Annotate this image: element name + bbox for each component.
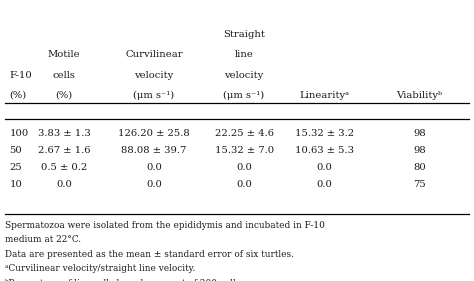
Text: 98: 98 <box>413 129 426 138</box>
Text: 88.08 ± 39.7: 88.08 ± 39.7 <box>121 146 187 155</box>
Text: Curvilinear: Curvilinear <box>125 50 183 59</box>
Text: 10: 10 <box>9 180 22 189</box>
Text: 15.32 ± 7.0: 15.32 ± 7.0 <box>215 146 273 155</box>
Text: 0.0: 0.0 <box>146 180 162 189</box>
Text: line: line <box>235 50 254 59</box>
Text: (μm s⁻¹): (μm s⁻¹) <box>223 91 265 100</box>
Text: ᵇPercentage of live cells based on count of 200 cells.: ᵇPercentage of live cells based on count… <box>5 279 243 281</box>
Text: 2.67 ± 1.6: 2.67 ± 1.6 <box>38 146 90 155</box>
Text: F-10: F-10 <box>9 71 32 80</box>
Text: Spermatozoa were isolated from the epididymis and incubated in F-10: Spermatozoa were isolated from the epidi… <box>5 221 325 230</box>
Text: velocity: velocity <box>135 71 173 80</box>
Text: 0.0: 0.0 <box>146 163 162 172</box>
Text: Linearityᵃ: Linearityᵃ <box>300 91 350 100</box>
Text: Straight: Straight <box>223 30 265 39</box>
Text: 0.5 ± 0.2: 0.5 ± 0.2 <box>41 163 87 172</box>
Text: Data are presented as the mean ± standard error of six turtles.: Data are presented as the mean ± standar… <box>5 250 294 259</box>
Text: (μm s⁻¹): (μm s⁻¹) <box>133 91 175 100</box>
Text: (%): (%) <box>9 91 27 100</box>
Text: 0.0: 0.0 <box>317 163 333 172</box>
Text: 100: 100 <box>9 129 29 138</box>
Text: Motile: Motile <box>48 50 80 59</box>
Text: 3.83 ± 1.3: 3.83 ± 1.3 <box>37 129 91 138</box>
Text: 0.0: 0.0 <box>236 163 252 172</box>
Text: 0.0: 0.0 <box>317 180 333 189</box>
Text: 75: 75 <box>413 180 426 189</box>
Text: medium at 22°C.: medium at 22°C. <box>5 235 81 244</box>
Text: 15.32 ± 3.2: 15.32 ± 3.2 <box>295 129 354 138</box>
Text: 50: 50 <box>9 146 22 155</box>
Text: (%): (%) <box>55 91 73 100</box>
Text: 98: 98 <box>413 146 426 155</box>
Text: cells: cells <box>53 71 75 80</box>
Text: 126.20 ± 25.8: 126.20 ± 25.8 <box>118 129 190 138</box>
Text: 0.0: 0.0 <box>56 180 72 189</box>
Text: 10.63 ± 5.3: 10.63 ± 5.3 <box>295 146 354 155</box>
Text: Viabilityᵇ: Viabilityᵇ <box>396 91 443 100</box>
Text: 25: 25 <box>9 163 22 172</box>
Text: 0.0: 0.0 <box>236 180 252 189</box>
Text: 80: 80 <box>413 163 426 172</box>
Text: 22.25 ± 4.6: 22.25 ± 4.6 <box>215 129 273 138</box>
Text: ᵃCurvilinear velocity/straight line velocity.: ᵃCurvilinear velocity/straight line velo… <box>5 264 195 273</box>
Text: velocity: velocity <box>225 71 264 80</box>
